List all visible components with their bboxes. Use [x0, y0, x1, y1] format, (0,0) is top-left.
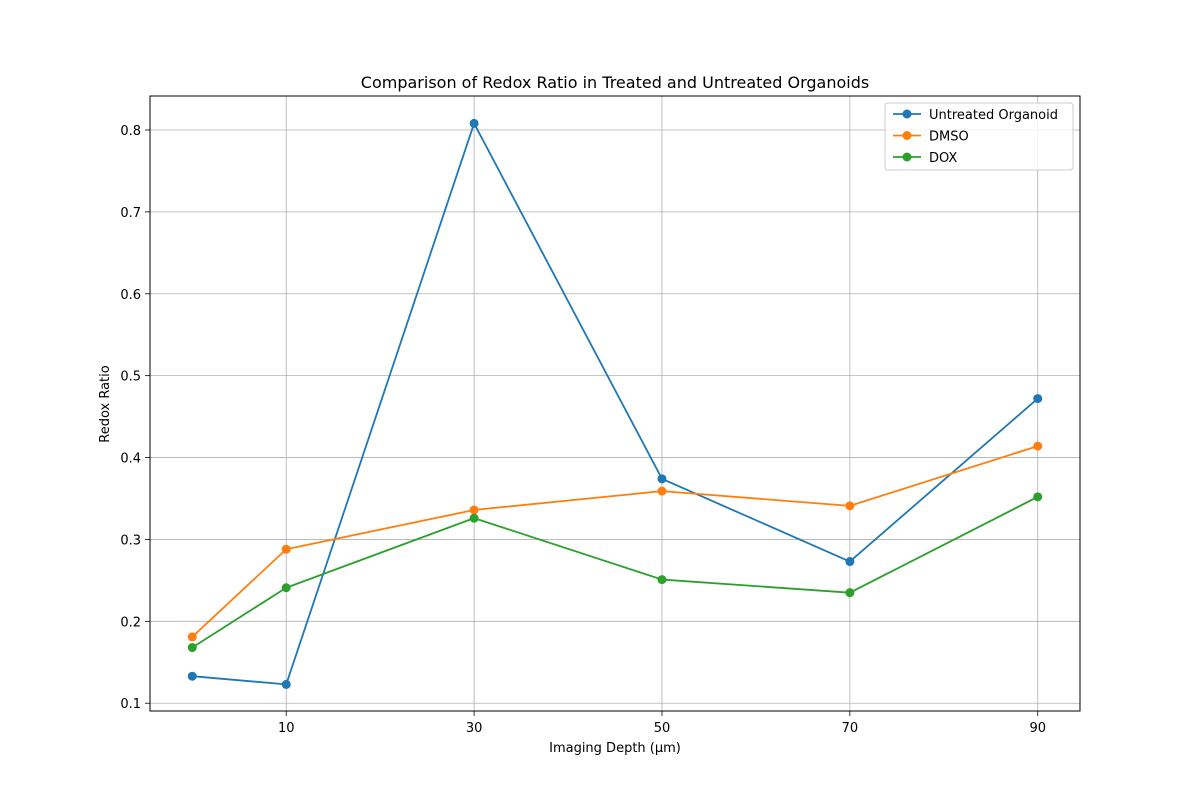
data-point [281, 679, 291, 689]
data-point [657, 575, 667, 585]
data-point [845, 501, 855, 511]
series-layer [187, 118, 1043, 689]
data-point [845, 557, 855, 567]
data-point [187, 643, 197, 653]
data-point [469, 513, 479, 523]
legend-marker [902, 131, 912, 140]
legend-marker [902, 109, 912, 119]
series-dmso [187, 441, 1043, 642]
y-tick-label: 0.4 [120, 452, 141, 467]
data-point [469, 505, 479, 515]
y-axis-title: Redox Ratio [98, 365, 113, 443]
data-point [469, 118, 479, 128]
data-point [187, 632, 197, 642]
x-tick-label: 50 [654, 721, 671, 736]
legend-box [884, 102, 1074, 171]
series-dox [187, 492, 1043, 653]
y-tick-label: 0.3 [120, 533, 141, 548]
grid [150, 96, 1080, 711]
y-tick-label: 0.8 [120, 124, 141, 139]
legend-marker [902, 152, 912, 162]
x-tick-label: 30 [466, 721, 483, 736]
legend-label: Untreated Organoid [929, 108, 1058, 123]
y-tick-label: 0.5 [120, 370, 141, 385]
ticks: 10 30 50 70 90 0.1 0.2 0.3 0.4 0.5 0.6 0.7 0.8 [120, 124, 1046, 736]
series-line [191, 496, 1039, 649]
x-tick-label: 90 [1029, 721, 1046, 736]
data-point [281, 583, 291, 593]
data-point [1033, 492, 1043, 502]
data-point [657, 474, 667, 484]
x-tick-label: 10 [278, 721, 295, 736]
y-tick-label: 0.1 [120, 697, 141, 712]
legend-label: DMSO [929, 130, 969, 145]
data-point [187, 671, 197, 681]
chart-title: Comparison of Redox Ratio in Treated and… [361, 73, 869, 92]
legend: Untreated Organoid DMSO DOX [884, 102, 1074, 171]
legend-label: DOX [929, 151, 957, 166]
y-tick-label: 0.2 [120, 615, 141, 630]
x-axis-title: Imaging Depth (µm) [549, 741, 681, 756]
data-point [845, 588, 855, 598]
series-line [191, 445, 1039, 638]
data-point [1033, 441, 1043, 451]
y-tick-label: 0.7 [120, 206, 141, 221]
data-point [1033, 394, 1043, 404]
y-tick-label: 0.6 [120, 288, 141, 303]
plot-frame [149, 95, 1081, 712]
series-untreated-organoid [187, 118, 1043, 689]
series-line [192, 122, 1039, 686]
data-point [657, 486, 667, 496]
data-point [281, 544, 291, 554]
x-tick-label: 70 [842, 721, 859, 736]
